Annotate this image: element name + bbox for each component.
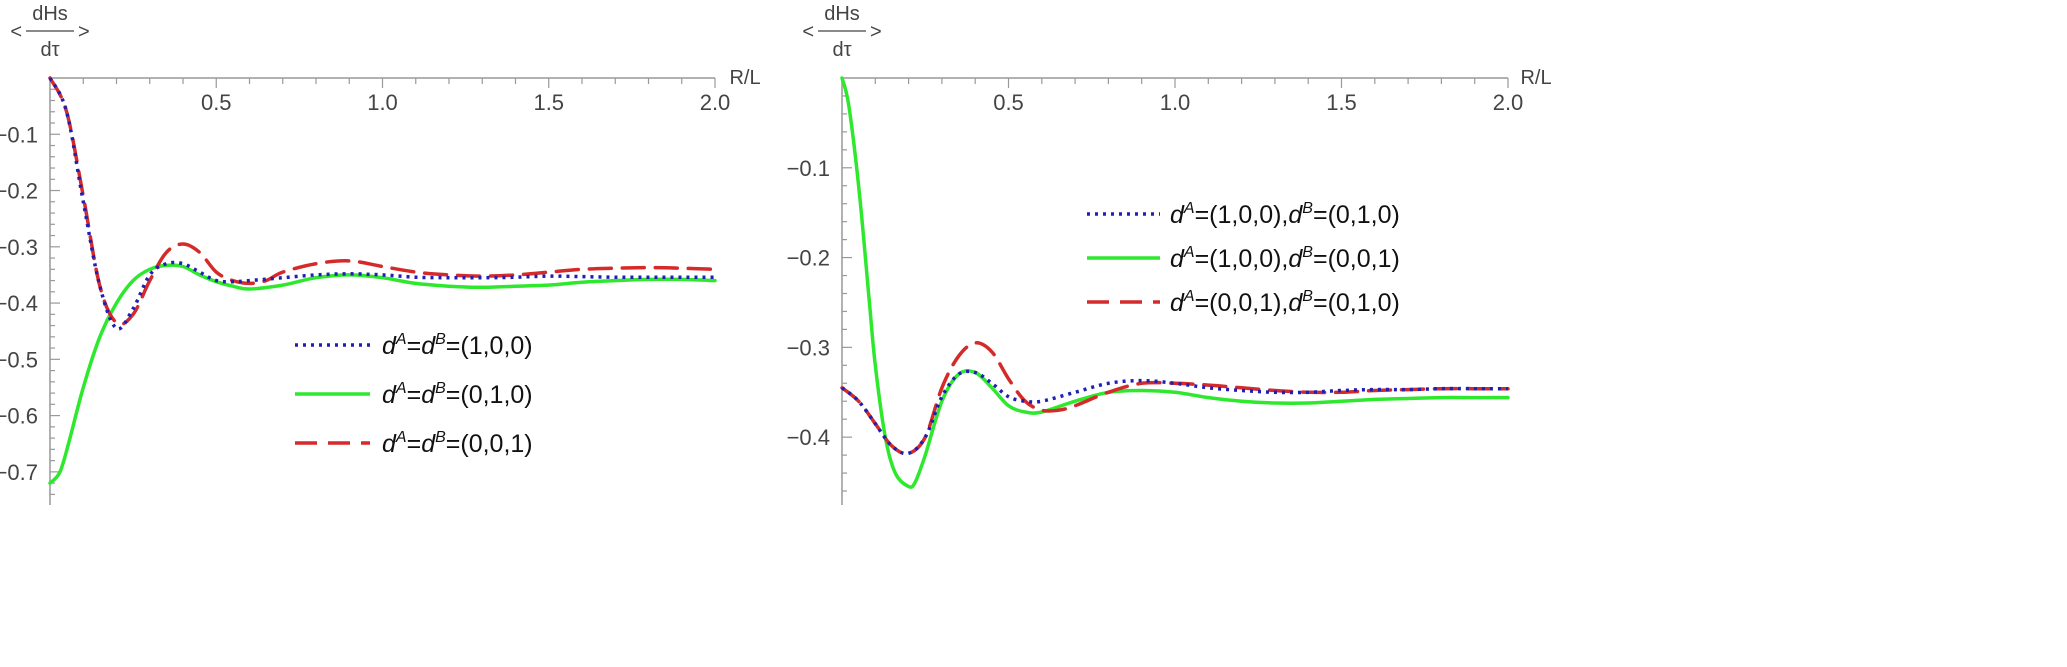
legend-part-d2: d xyxy=(1288,201,1303,229)
y-label-left-bracket: < xyxy=(802,21,814,43)
legend-part-d1: d xyxy=(382,332,397,360)
y-label-denominator: dτ xyxy=(40,39,59,61)
legend-part-s1: A xyxy=(1183,288,1195,305)
y-label-right-bracket: > xyxy=(78,21,90,43)
y-label-numerator: dHs xyxy=(32,3,68,25)
legend-part-eq: =(0,0,1), xyxy=(1195,289,1289,317)
legend-part-eq: =(1,0,0), xyxy=(1195,245,1289,273)
legend-part-s2: B xyxy=(1302,200,1313,217)
series-line-3 xyxy=(48,76,717,327)
legend-part-val: =(0,1,0) xyxy=(446,381,533,409)
x-tick-label: 2.0 xyxy=(1493,90,1524,115)
legend-part-s2: B xyxy=(435,380,446,397)
legend-part-d2: d xyxy=(421,430,436,458)
legend-part-eq: = xyxy=(407,381,422,409)
x-tick-label: 1.0 xyxy=(367,90,398,115)
legend-part-val: =(0,1,0) xyxy=(1313,289,1400,317)
y-label-numerator: dHs xyxy=(824,3,860,25)
x-tick-label: 1.5 xyxy=(1326,90,1357,115)
y-tick-label: −0.4 xyxy=(787,425,830,450)
legend-label: dA=dB=(1,0,0) xyxy=(382,331,533,360)
legend-part-s2: B xyxy=(1302,244,1313,261)
legend-part-d1: d xyxy=(382,381,397,409)
legend-label: dA=(1,0,0),dB=(0,1,0) xyxy=(1170,200,1400,229)
legend-part-d1: d xyxy=(1170,201,1185,229)
legend-part-val: =(0,0,1) xyxy=(1313,245,1400,273)
series-line-1 xyxy=(48,77,715,331)
legend-item: dA=dB=(1,0,0) xyxy=(295,331,533,360)
legend-label: dA=dB=(0,0,1) xyxy=(382,429,533,458)
legend-part-s2: B xyxy=(435,429,446,446)
legend: dA=dB=(1,0,0)dA=dB=(0,1,0)dA=dB=(0,0,1) xyxy=(295,331,533,458)
legend-part-d2: d xyxy=(1288,245,1303,273)
legend-part-eq: = xyxy=(407,430,422,458)
y-tick-label: −0.2 xyxy=(0,179,38,204)
legend-part-s1: A xyxy=(1183,200,1195,217)
x-tick-label: 0.5 xyxy=(201,90,232,115)
y-tick-label: −0.6 xyxy=(0,404,38,429)
legend-part-eq: = xyxy=(407,332,422,360)
legend-part-s1: A xyxy=(1183,244,1195,261)
legend-label: dA=dB=(0,1,0) xyxy=(382,380,533,409)
x-axis-label: R/L xyxy=(1520,67,1551,89)
series-line-2 xyxy=(840,76,1510,489)
y-tick-label: −0.2 xyxy=(787,246,830,271)
y-tick-label: −0.1 xyxy=(787,156,830,181)
legend-part-val: =(0,0,1) xyxy=(446,430,533,458)
legend-part-s1: A xyxy=(395,429,407,446)
y-tick-label: −0.1 xyxy=(0,122,38,147)
legend-part-d2: d xyxy=(421,381,436,409)
legend-item: dA=(1,0,0),dB=(0,1,0) xyxy=(1087,200,1400,229)
legend-part-d1: d xyxy=(382,430,397,458)
x-tick-label: 0.5 xyxy=(993,90,1024,115)
x-axis-label: R/L xyxy=(729,67,760,89)
legend-item: dA=(0,0,1),dB=(0,1,0) xyxy=(1087,288,1400,317)
y-tick-label: −0.4 xyxy=(0,291,38,316)
legend-part-val: =(1,0,0) xyxy=(446,332,533,360)
x-tick-label: 2.0 xyxy=(700,90,731,115)
legend-item: dA=dB=(0,1,0) xyxy=(295,380,533,409)
legend-part-eq: =(1,0,0), xyxy=(1195,201,1289,229)
y-axis-label: dHs dτ < > xyxy=(802,3,881,61)
legend-item: dA=dB=(0,0,1) xyxy=(295,429,533,458)
y-label-left-bracket: < xyxy=(10,21,22,43)
y-tick-label: −0.7 xyxy=(0,460,38,485)
legend-label: dA=(1,0,0),dB=(0,0,1) xyxy=(1170,244,1400,273)
legend-part-s2: B xyxy=(1302,288,1313,305)
legend-label: dA=(0,0,1),dB=(0,1,0) xyxy=(1170,288,1400,317)
chart-panel-1: 0.5 1.0 1.5 2.0 −0.1 −0.2 −0.3 −0.4 −0.5 −0.6 −0.7… xyxy=(0,3,761,505)
y-label-right-bracket: > xyxy=(870,21,882,43)
legend-part-s2: B xyxy=(435,331,446,348)
legend-part-s1: A xyxy=(395,331,407,348)
legend-part-s1: A xyxy=(395,380,407,397)
y-tick-label: −0.5 xyxy=(0,347,38,372)
legend-part-d2: d xyxy=(421,332,436,360)
y-tick-label: −0.3 xyxy=(0,235,38,260)
legend: dA=(1,0,0),dB=(0,1,0)dA=(1,0,0),dB=(0,0,… xyxy=(1087,200,1400,317)
x-tick-label: 1.0 xyxy=(1160,90,1191,115)
legend-part-d2: d xyxy=(1288,289,1303,317)
y-label-denominator: dτ xyxy=(832,39,851,61)
legend-item: dA=(1,0,0),dB=(0,0,1) xyxy=(1087,244,1400,273)
x-tick-label: 1.5 xyxy=(533,90,564,115)
y-tick-label: −0.3 xyxy=(787,335,830,360)
y-axis-label: dHs dτ < > xyxy=(10,3,89,61)
legend-part-d1: d xyxy=(1170,289,1185,317)
legend-part-d1: d xyxy=(1170,245,1185,273)
legend-part-val: =(0,1,0) xyxy=(1313,201,1400,229)
